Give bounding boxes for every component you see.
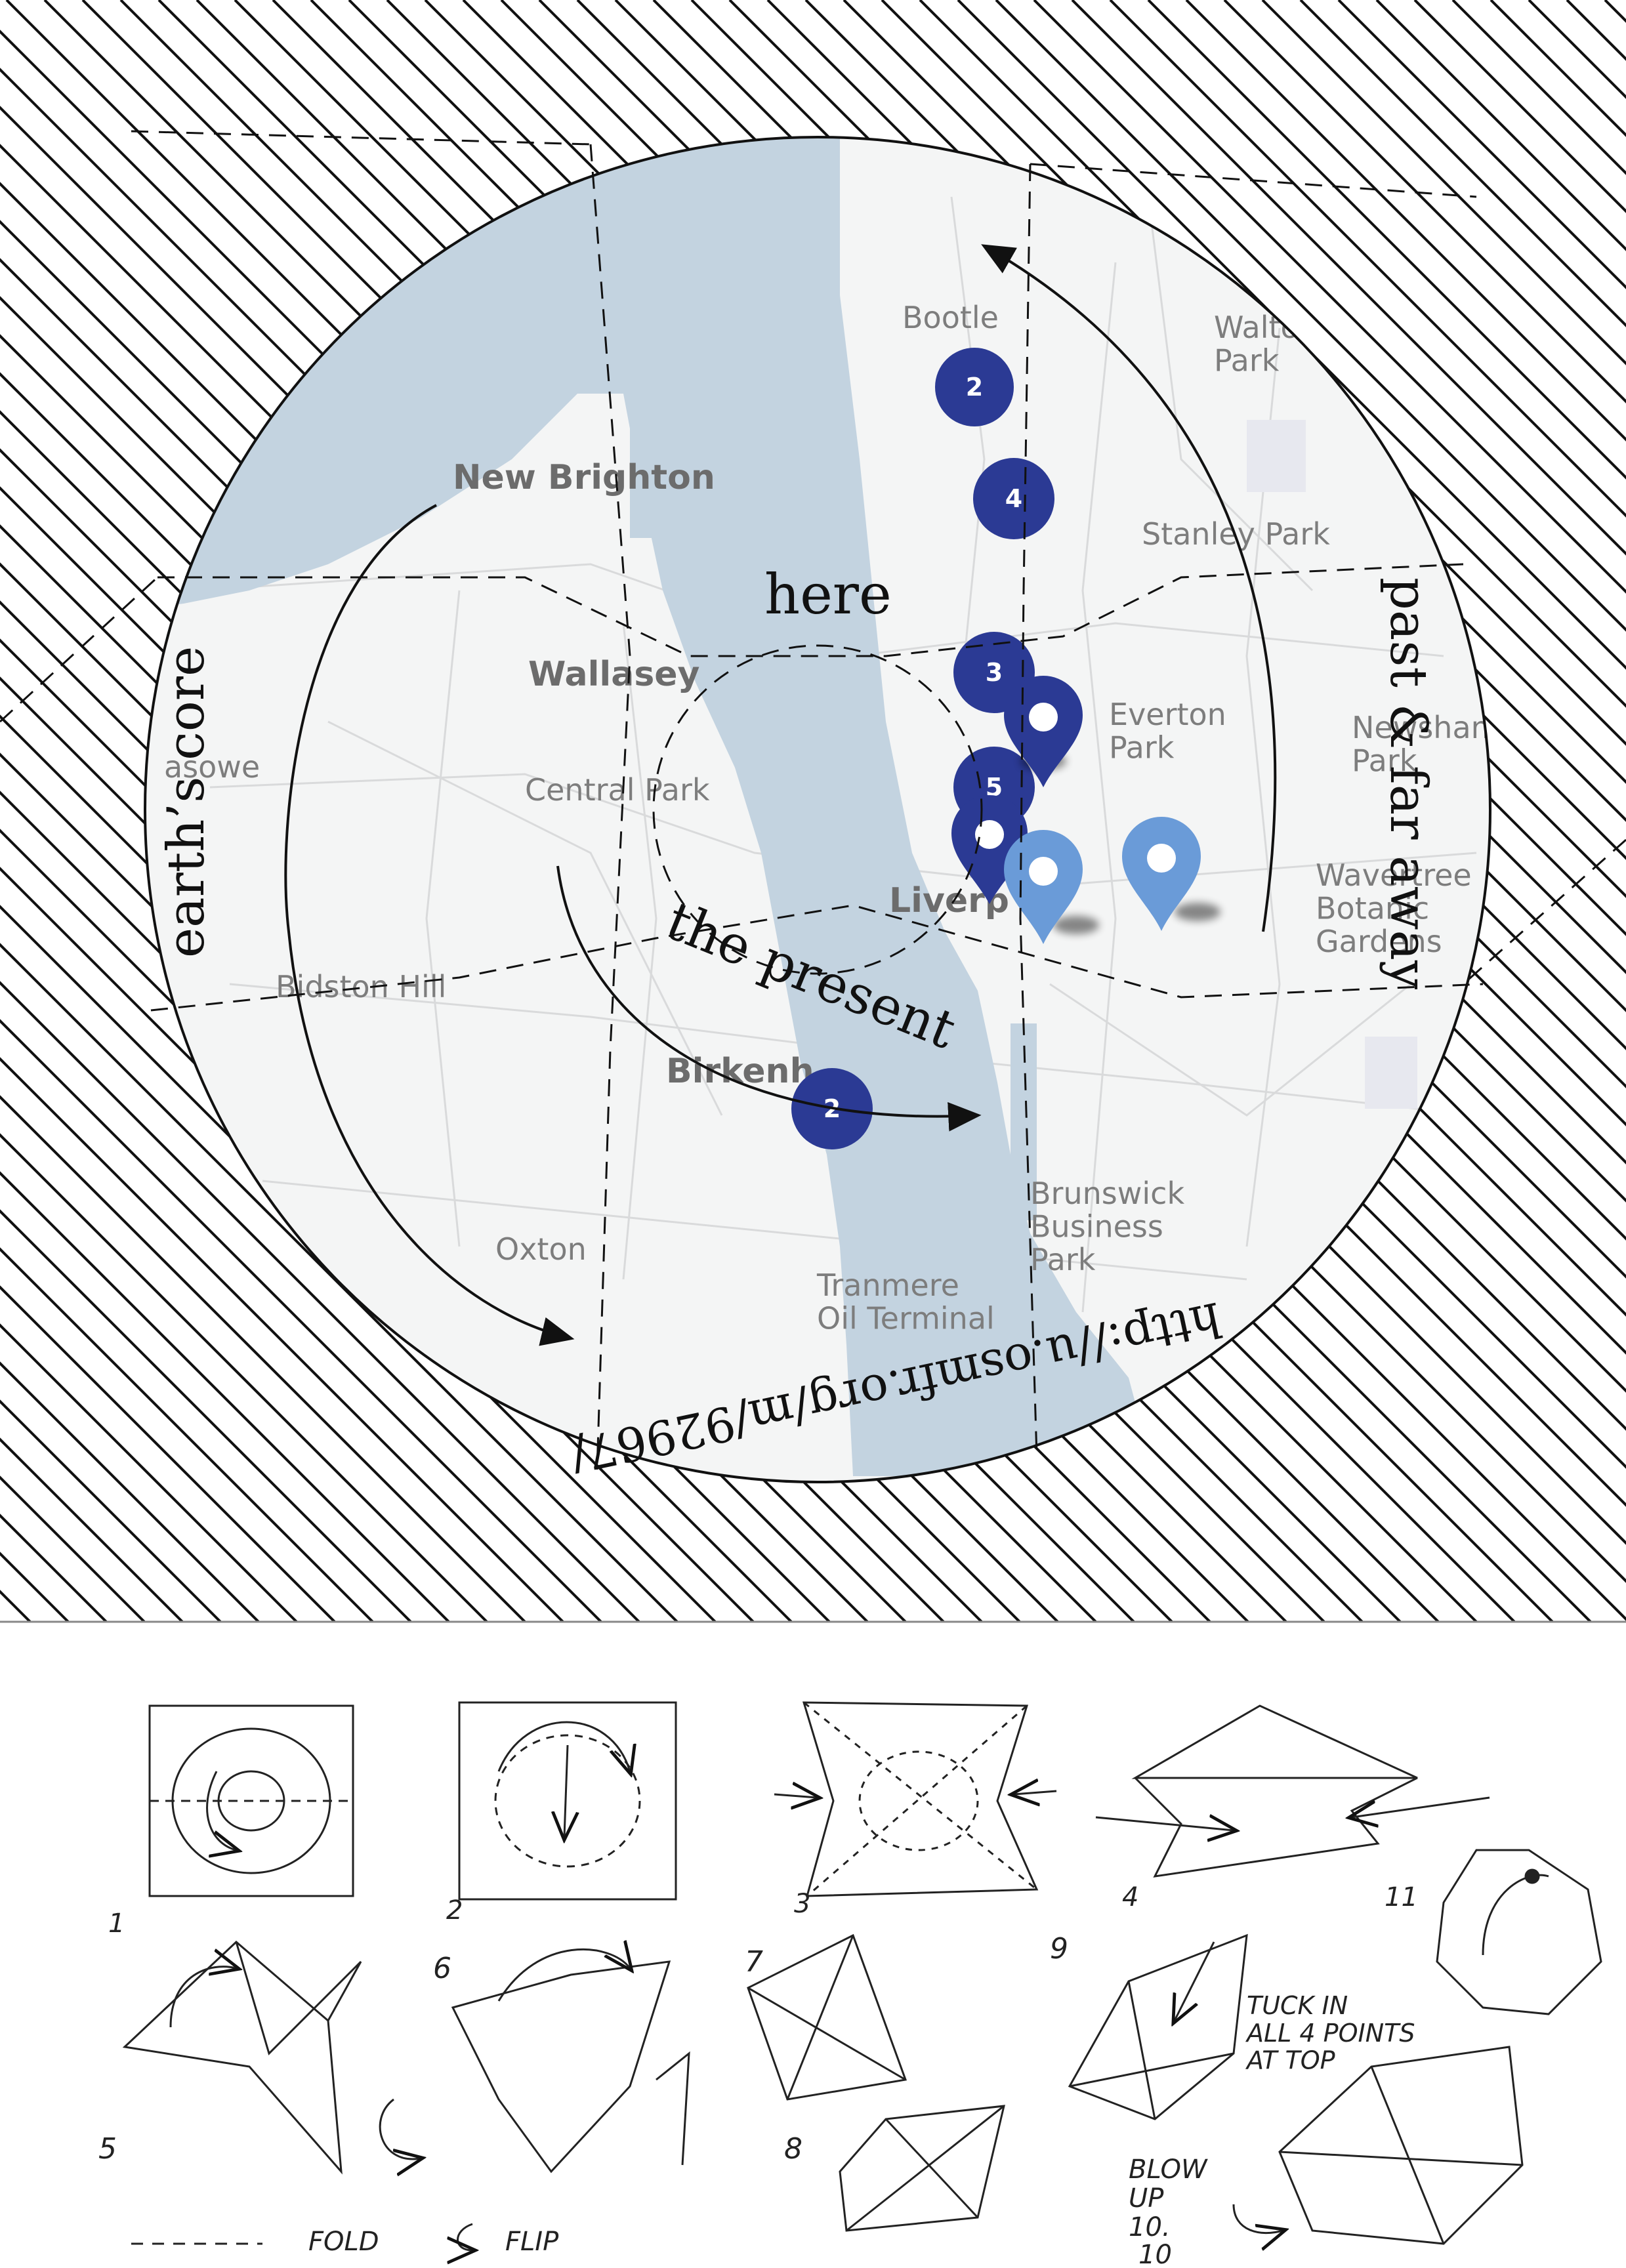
spiral-arrows xyxy=(284,244,1277,1346)
cluster-marker-north[interactable]: 4 xyxy=(973,458,1054,539)
hatch-line xyxy=(1185,0,1626,442)
hatch-line xyxy=(0,1285,336,1622)
place-wallasey: Wallasey xyxy=(528,655,699,694)
hatch-line xyxy=(1261,0,1626,365)
step-1-sketch xyxy=(148,1704,354,1897)
svg-text:4: 4 xyxy=(1005,484,1022,513)
cluster-marker-bootle[interactable]: 2 xyxy=(935,348,1014,426)
step-2-sketch xyxy=(458,1701,677,1901)
arrow-to-liverpool xyxy=(556,865,982,1132)
place-moreton: asowe xyxy=(164,749,260,785)
svg-text:2: 2 xyxy=(966,373,983,402)
hatch-line xyxy=(1109,0,1626,518)
place-newsham-park: Newsham Park xyxy=(1352,710,1500,779)
place-everton-park: Everton Park xyxy=(1109,697,1226,766)
step-number-3: 3 xyxy=(794,1889,810,1919)
label-here: here xyxy=(764,562,892,627)
arrow-to-present xyxy=(284,504,575,1346)
label-past-far-away: past & far away xyxy=(1379,577,1438,989)
map-pin-dark[interactable] xyxy=(1004,676,1083,787)
instruction-labels: 1 2 3 4 5 6 7 8 9 10 11 TUCK IN ALL 4 POI… xyxy=(98,1882,1418,2268)
step-10-sketch xyxy=(1232,2046,1524,2244)
hatch-line xyxy=(1147,0,1626,480)
step-number-11: 11 xyxy=(1385,1882,1418,1912)
place-bidston-hill: Bidston Hill xyxy=(276,969,446,1004)
hatch-line xyxy=(1337,0,1626,289)
place-tranmere: Tranmere Oil Terminal xyxy=(816,1268,995,1336)
step-11-sketch xyxy=(1436,1849,1602,2015)
step-3-sketch xyxy=(774,1701,1057,1897)
outer-ring xyxy=(144,136,1491,1483)
fold-lines xyxy=(0,130,1626,1470)
step-5-sketch xyxy=(122,1940,420,2172)
step-number-9: 9 xyxy=(1050,1932,1068,1966)
step-4-sketch xyxy=(1095,1704,1490,1878)
hatch-line xyxy=(0,1323,298,1622)
park-area xyxy=(1365,1037,1417,1109)
note-step-9: TUCK IN ALL 4 POINTS AT TOP xyxy=(1245,1991,1415,2075)
hatch-line xyxy=(0,943,678,1622)
step-number-4: 4 xyxy=(1122,1882,1138,1912)
step-8-sketch xyxy=(839,2105,1005,2232)
step-number-6: 6 xyxy=(433,1952,451,1985)
park-area xyxy=(1247,420,1306,492)
label-earths-core: earth’s core xyxy=(157,646,216,958)
step-9-sketch xyxy=(1068,1933,1248,2120)
folding-instructions xyxy=(122,1701,1602,2250)
map-pin-light[interactable] xyxy=(1122,817,1220,931)
step-number-5: 5 xyxy=(98,2132,117,2166)
hatch-line xyxy=(0,1171,450,1622)
place-central-park: Central Park xyxy=(525,772,710,808)
svg-text:3: 3 xyxy=(986,658,1003,687)
hatch-line xyxy=(0,1019,602,1622)
river-sea-top xyxy=(630,137,840,538)
hatch-line xyxy=(1490,0,1626,137)
hatch-line xyxy=(995,0,1626,632)
map-view: Bootle Walto Park New Brighton Stanley Pa… xyxy=(145,137,1500,1482)
step-6-sketch xyxy=(451,1949,690,2174)
mersey-river xyxy=(145,137,1155,1476)
place-new-brighton: New Brighton xyxy=(453,458,715,497)
hatch-line xyxy=(0,1209,412,1622)
note-step-10: BLOW UP 10. xyxy=(1129,2155,1208,2242)
hatch-line xyxy=(1033,0,1626,594)
hatch-line xyxy=(0,1095,526,1622)
hatch-line xyxy=(1223,0,1626,403)
hatch-line xyxy=(1299,0,1626,327)
legend-fold-text: FOLD xyxy=(308,2227,379,2257)
step-number-10: 10 xyxy=(1138,2240,1172,2268)
map-pin-dark[interactable] xyxy=(951,795,1028,904)
step-7-sketch xyxy=(747,1933,907,2101)
step-number-1: 1 xyxy=(108,1908,125,1939)
hatch-line xyxy=(0,1247,374,1622)
hatch-line xyxy=(1071,0,1626,556)
place-oxton: Oxton xyxy=(495,1231,587,1267)
arrow-to-bootle xyxy=(981,244,1277,932)
place-brunswick: Brunswick Business Park xyxy=(1030,1176,1184,1277)
legend-sketch xyxy=(131,2223,472,2250)
place-bootle: Bootle xyxy=(902,300,999,335)
step-number-2: 2 xyxy=(446,1895,463,1926)
hatch-line xyxy=(0,981,640,1622)
step-number-7: 7 xyxy=(745,1945,763,1979)
map-pin-light[interactable] xyxy=(1004,830,1099,944)
hatch-line xyxy=(0,1133,488,1622)
place-wavertree: Wavertree Botanic Gardens xyxy=(1316,857,1472,959)
hatch-line xyxy=(0,1057,564,1622)
legend-flip-text: FLIP xyxy=(505,2227,559,2257)
step-number-8: 8 xyxy=(784,2132,803,2166)
hatch-line xyxy=(957,0,1626,670)
